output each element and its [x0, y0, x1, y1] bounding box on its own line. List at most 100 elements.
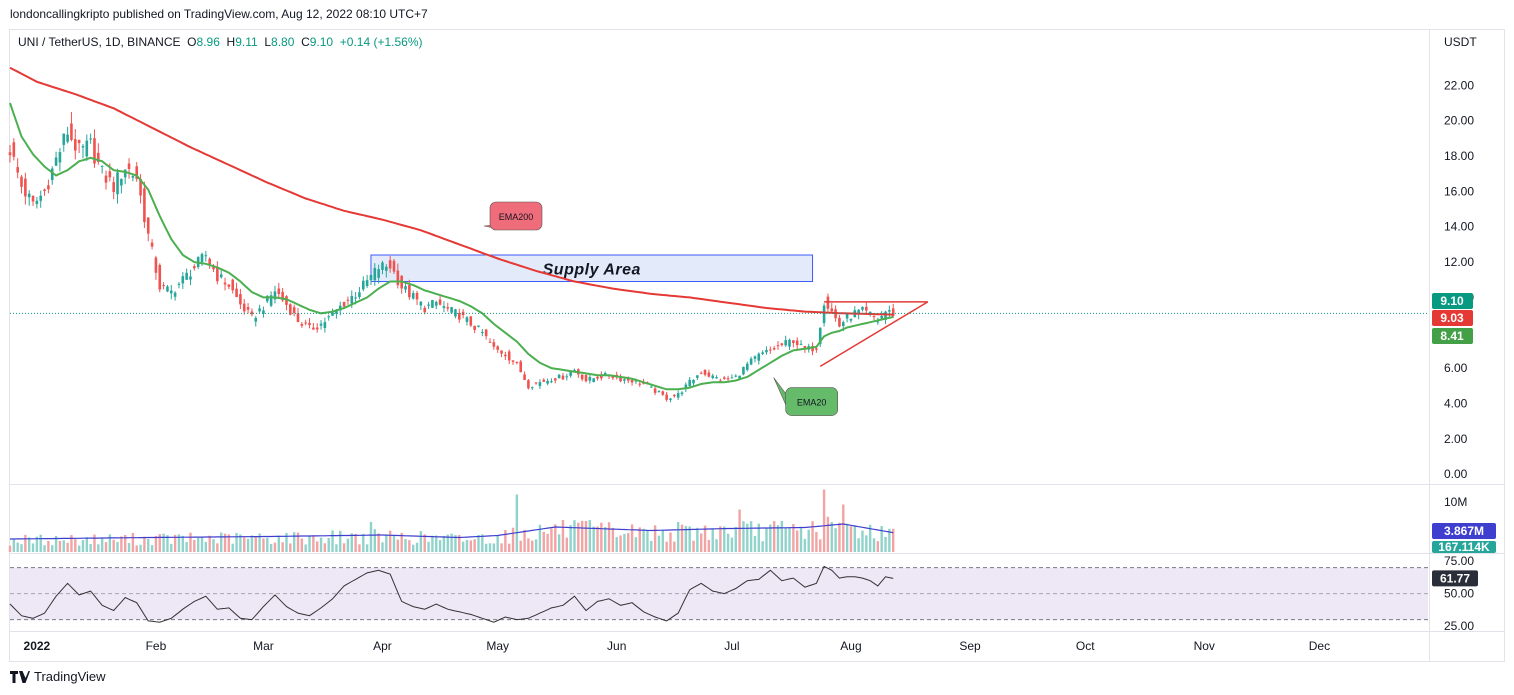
publisher-header: londoncallingkripto published on Trading… [10, 7, 428, 21]
candle-body [235, 288, 238, 298]
candle-body [569, 372, 572, 376]
candle-body [116, 172, 119, 195]
candle-body [500, 350, 503, 354]
time-tick-label: Dec [1309, 639, 1330, 653]
rsi-tick-label: 50.00 [1444, 587, 1474, 601]
volume-bar [853, 526, 856, 552]
volume-bar [692, 540, 695, 552]
volume-badge-label: 167.114K [1438, 540, 1490, 554]
candle-body [573, 369, 576, 371]
volume-bar [519, 540, 522, 552]
candle-body [511, 360, 515, 362]
volume-bar [308, 535, 311, 552]
volume-bar [700, 533, 703, 552]
candle-body [653, 388, 657, 393]
candle-body [385, 266, 388, 271]
footer-brand[interactable]: TradingView [10, 669, 106, 684]
rsi-tick-label: 75.00 [1444, 554, 1474, 568]
volume-bar [85, 537, 88, 552]
volume-bar [753, 535, 757, 552]
candle-body [319, 323, 323, 326]
candle-body [342, 301, 346, 307]
volume-bar [838, 522, 841, 552]
candle-body [189, 276, 192, 280]
price-tick-label: 6.00 [1444, 361, 1468, 375]
volume-bar [289, 543, 292, 552]
volume-bar [711, 529, 714, 552]
candle-body [619, 376, 622, 382]
candle-body [680, 392, 684, 395]
candle-body [442, 306, 446, 308]
candle-body [434, 301, 438, 306]
candle-body [692, 379, 695, 384]
candle-body [676, 393, 680, 398]
candle-body [369, 274, 373, 281]
tradingview-logo-icon [10, 670, 30, 683]
volume-bar [250, 535, 254, 552]
low-label: L [264, 35, 272, 49]
volume-bar [435, 535, 438, 552]
candle-body [54, 157, 58, 166]
volume-bar [243, 537, 246, 552]
volume-bar [538, 524, 542, 552]
candle-body [315, 327, 319, 330]
volume-bar [139, 544, 142, 552]
callout-box [785, 387, 838, 416]
candle-body [177, 283, 181, 285]
volume-bar [730, 537, 734, 552]
candle-body [8, 152, 12, 156]
candle-body [70, 123, 73, 140]
callout-label: EMA200 [499, 212, 534, 222]
volume-bar [39, 534, 42, 552]
volume-bar [600, 522, 603, 552]
volume-bar [481, 534, 484, 552]
volume-bar [742, 521, 745, 552]
volume-bar [761, 541, 764, 552]
close-label: C [301, 35, 310, 49]
volume-bar [642, 528, 645, 552]
candle-body [377, 269, 380, 278]
volume-bar [24, 534, 27, 552]
volume-bar [861, 530, 864, 552]
volume-bar [327, 537, 330, 552]
volume-bar [319, 537, 323, 552]
high-label: H [226, 35, 236, 49]
candle-body [523, 374, 526, 380]
volume-bar [193, 539, 196, 552]
ema200-line [9, 66, 894, 316]
volume-bar [223, 533, 227, 552]
volume-bar [484, 543, 488, 552]
candle-body [507, 351, 511, 361]
price-tick-label: 22.00 [1444, 78, 1474, 92]
volume-bar [120, 536, 123, 552]
volume-bar [154, 536, 158, 552]
candle-body [865, 306, 868, 311]
volume-bar [719, 526, 722, 552]
volume-bar [358, 544, 361, 552]
candle-body [623, 379, 626, 381]
candle-body [327, 316, 331, 318]
volume-bar [565, 537, 568, 552]
volume-bar [723, 526, 726, 552]
candle-body [815, 348, 818, 350]
candle-body [281, 292, 284, 301]
volume-bar [784, 527, 787, 552]
candle-body [446, 307, 450, 309]
volume-bar [892, 528, 895, 552]
volume-bar [385, 535, 388, 552]
candle-body [254, 317, 258, 322]
volume-bar [415, 542, 419, 552]
volume-bar [381, 542, 384, 552]
candle-body [749, 358, 753, 365]
volume-bar [369, 522, 373, 552]
candle-body [212, 265, 215, 270]
symbol-legend: UNI / TetherUS, 1D, BINANCE O8.96 H9.11 … [18, 35, 423, 49]
close-value: 9.10 [309, 35, 334, 49]
volume-bar [43, 545, 46, 552]
volume-bar [277, 535, 280, 552]
candle-body [373, 267, 377, 281]
candle-body [346, 299, 350, 301]
volume-bar [116, 541, 119, 552]
volume-bar [16, 542, 19, 552]
